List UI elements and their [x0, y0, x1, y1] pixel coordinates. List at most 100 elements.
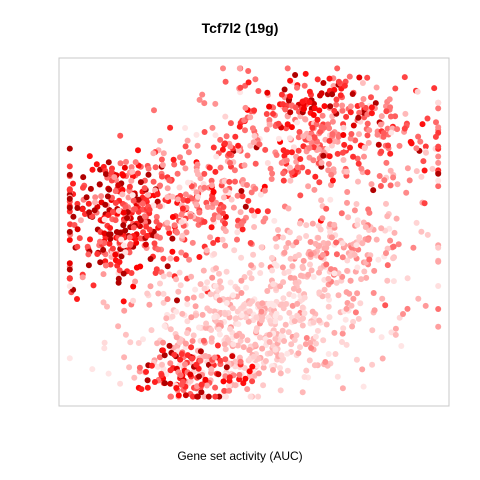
data-point [122, 249, 129, 256]
data-point [158, 372, 165, 379]
data-point [94, 251, 101, 257]
data-point [150, 150, 157, 157]
data-point [122, 204, 129, 211]
data-point [322, 359, 329, 365]
data-point [387, 104, 394, 111]
data-point [424, 231, 431, 238]
data-point [275, 120, 282, 127]
data-point [159, 162, 166, 168]
data-point [387, 150, 394, 157]
data-point [237, 358, 244, 365]
data-point [174, 229, 180, 236]
data-point [229, 353, 236, 360]
data-point [246, 347, 253, 353]
data-point [302, 116, 309, 123]
data-point [317, 226, 324, 233]
data-point [199, 311, 206, 318]
data-point [213, 199, 220, 206]
data-point [167, 367, 174, 374]
data-point [294, 84, 300, 91]
data-point [237, 209, 244, 216]
data-point [179, 310, 186, 317]
data-point [178, 351, 185, 357]
data-point [384, 125, 391, 132]
data-point [284, 350, 291, 357]
data-point [248, 189, 255, 196]
points-layer [66, 65, 442, 400]
data-point [314, 76, 321, 83]
data-point [212, 384, 219, 391]
data-point [160, 150, 167, 157]
data-point [378, 148, 385, 155]
data-point [197, 357, 204, 364]
data-point [266, 339, 273, 345]
data-point [323, 321, 330, 328]
data-point [222, 113, 229, 120]
data-point [361, 145, 368, 152]
data-point [227, 120, 234, 127]
data-point [290, 285, 297, 292]
data-point [226, 382, 232, 389]
data-point [339, 102, 346, 109]
data-point [96, 181, 103, 188]
data-point [310, 274, 317, 280]
data-point [197, 281, 204, 288]
data-point [212, 168, 219, 175]
data-point [285, 205, 292, 212]
data-point [208, 177, 215, 184]
data-point [258, 262, 265, 268]
data-point [126, 234, 133, 241]
data-point [115, 182, 122, 189]
data-point [352, 309, 359, 316]
data-point [213, 265, 219, 272]
data-point [264, 208, 271, 215]
data-point [248, 262, 255, 269]
data-point [404, 165, 411, 172]
data-point [194, 161, 201, 168]
data-point [232, 178, 238, 185]
data-point [417, 138, 424, 145]
data-point [273, 152, 280, 158]
data-point [285, 329, 292, 336]
data-point [360, 383, 367, 390]
data-point [112, 217, 119, 224]
data-point [121, 164, 128, 171]
data-point [226, 387, 233, 394]
data-point [278, 357, 285, 364]
data-point [311, 362, 318, 369]
data-point [195, 216, 202, 223]
data-point [294, 119, 301, 126]
data-point [85, 262, 92, 269]
data-point [255, 370, 262, 377]
data-point [217, 278, 224, 285]
data-point [388, 129, 395, 136]
data-point [329, 177, 336, 184]
data-point [326, 75, 333, 82]
data-point [246, 300, 253, 307]
data-point [161, 323, 168, 329]
data-point [128, 177, 135, 184]
data-point [238, 221, 245, 228]
data-point [248, 207, 255, 214]
data-point [144, 384, 151, 391]
data-point [272, 235, 279, 242]
data-point [216, 297, 223, 304]
data-point [355, 160, 362, 167]
data-point [297, 272, 304, 279]
data-point [201, 100, 208, 107]
data-point [344, 267, 351, 274]
data-point [67, 221, 73, 228]
data-point [278, 352, 285, 359]
data-point [329, 118, 336, 125]
data-point [238, 312, 245, 319]
data-point [272, 313, 279, 320]
data-point [281, 338, 288, 344]
data-point [97, 238, 103, 245]
data-point [294, 164, 301, 171]
data-point [117, 229, 124, 236]
data-point [267, 317, 274, 324]
data-point [212, 132, 219, 139]
data-point [173, 385, 180, 391]
data-point [129, 168, 136, 175]
data-point [201, 285, 208, 292]
